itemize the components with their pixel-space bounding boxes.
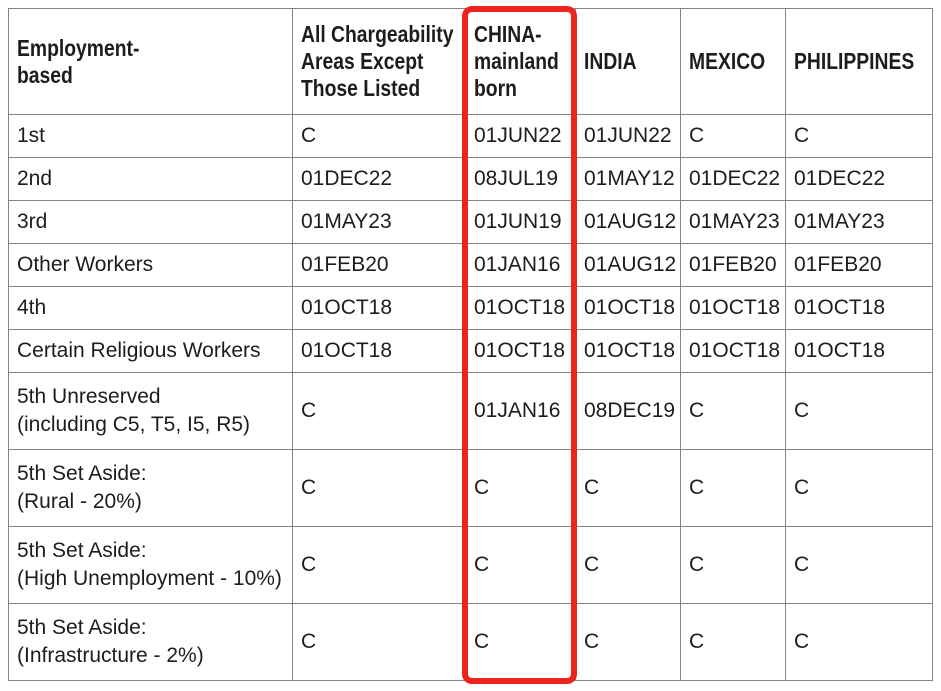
date-cell: C [680,603,786,681]
date-cell: 01DEC22 [680,157,786,201]
date-cell: C [575,603,681,681]
date-cell: 01DEC22 [785,157,933,201]
date-cell: 01OCT18 [680,329,786,373]
table-row-2nd: 2nd 01DEC22 08JUL19 01MAY12 01DEC22 01DE… [8,157,933,201]
row-label: 3rd [8,200,293,244]
date-cell: 01JAN16 [465,243,576,287]
table-row-3rd: 3rd 01MAY23 01JUN19 01AUG12 01MAY23 01MA… [8,200,933,244]
date-cell: C [292,603,466,681]
table-row-5th-set-aside-high-unemployment: 5th Set Aside: (High Unemployment - 10%)… [8,526,933,604]
date-cell: C [575,449,681,527]
col-header-india: INDIA [575,8,681,115]
date-cell: 01OCT18 [680,286,786,330]
col-header-label: CHINA- mainland born [474,21,559,101]
date-cell: C [465,526,576,604]
date-cell: 01OCT18 [575,329,681,373]
date-cell: 01JUN19 [465,200,576,244]
date-cell: C [465,449,576,527]
row-label: 5th Set Aside: (High Unemployment - 10%) [8,526,293,604]
row-label: 1st [8,114,293,158]
col-header-mexico: MEXICO [680,8,786,115]
row-label: 5th Set Aside: (Infrastructure - 2%) [8,603,293,681]
col-header-label: Employment- based [17,34,140,88]
date-cell: C [680,372,786,450]
col-header-china-mainland-born: CHINA- mainland born [465,8,576,115]
date-cell: 01AUG12 [575,243,681,287]
date-cell: 01MAY23 [785,200,933,244]
date-cell: 01OCT18 [292,286,466,330]
col-header-label: PHILIPPINES [794,48,915,74]
date-cell: 01JUN22 [575,114,681,158]
table-row-5th-set-aside-infrastructure: 5th Set Aside: (Infrastructure - 2%) C C… [8,603,933,681]
table-header: Employment- based All Chargeability Area… [8,8,933,115]
date-cell: C [465,603,576,681]
date-cell: 01MAY23 [680,200,786,244]
date-cell: C [680,114,786,158]
date-cell: 01JUN22 [465,114,576,158]
date-cell: 01DEC22 [292,157,466,201]
row-label: 2nd [8,157,293,201]
col-header-label: MEXICO [689,48,766,74]
row-label: 5th Unreserved (including C5, T5, I5, R5… [8,372,293,450]
date-cell: 01JAN16 [465,372,576,450]
col-header-employment-based: Employment- based [8,8,293,115]
col-header-philippines: PHILIPPINES [785,8,933,115]
date-cell: C [785,603,933,681]
row-label: Other Workers [8,243,293,287]
date-cell: 01OCT18 [785,286,933,330]
date-cell: 01MAY23 [292,200,466,244]
row-label: Certain Religious Workers [8,329,293,373]
table-row-4th: 4th 01OCT18 01OCT18 01OCT18 01OCT18 01OC… [8,286,933,330]
date-cell: C [785,114,933,158]
col-header-all-chargeability: All Chargeability Areas Except Those Lis… [292,8,466,115]
table-row-5th-set-aside-rural: 5th Set Aside: (Rural - 20%) C C C C C [8,449,933,527]
table-row-other-workers: Other Workers 01FEB20 01JAN16 01AUG12 01… [8,243,933,287]
date-cell: 01FEB20 [292,243,466,287]
date-cell: C [680,449,786,527]
date-cell: 01OCT18 [575,286,681,330]
date-cell: 01MAY12 [575,157,681,201]
date-cell: C [680,526,786,604]
date-cell: C [575,526,681,604]
row-label: 5th Set Aside: (Rural - 20%) [8,449,293,527]
table-row-5th-unreserved: 5th Unreserved (including C5, T5, I5, R5… [8,372,933,450]
date-cell: 01OCT18 [465,286,576,330]
table-body: 1st C 01JUN22 01JUN22 C C 2nd 01DEC22 08… [8,114,933,681]
date-cell: C [785,526,933,604]
table-row-certain-religious-workers: Certain Religious Workers 01OCT18 01OCT1… [8,329,933,373]
header-row: Employment- based All Chargeability Area… [8,8,933,115]
date-cell: 08JUL19 [465,157,576,201]
date-cell: 01OCT18 [465,329,576,373]
date-cell: 01FEB20 [785,243,933,287]
date-cell: 01AUG12 [575,200,681,244]
date-cell: 01OCT18 [292,329,466,373]
date-cell: C [292,372,466,450]
date-cell: C [785,449,933,527]
date-cell: C [292,526,466,604]
date-cell: 08DEC19 [575,372,681,450]
col-header-label: All Chargeability Areas Except Those Lis… [301,21,454,101]
date-cell: 01FEB20 [680,243,786,287]
date-cell: C [292,114,466,158]
date-cell: C [785,372,933,450]
date-cell: C [292,449,466,527]
col-header-label: INDIA [584,48,637,74]
row-label: 4th [8,286,293,330]
visa-bulletin-employment-table: Employment- based All Chargeability Area… [8,8,933,681]
table-row-1st: 1st C 01JUN22 01JUN22 C C [8,114,933,158]
date-cell: 01OCT18 [785,329,933,373]
